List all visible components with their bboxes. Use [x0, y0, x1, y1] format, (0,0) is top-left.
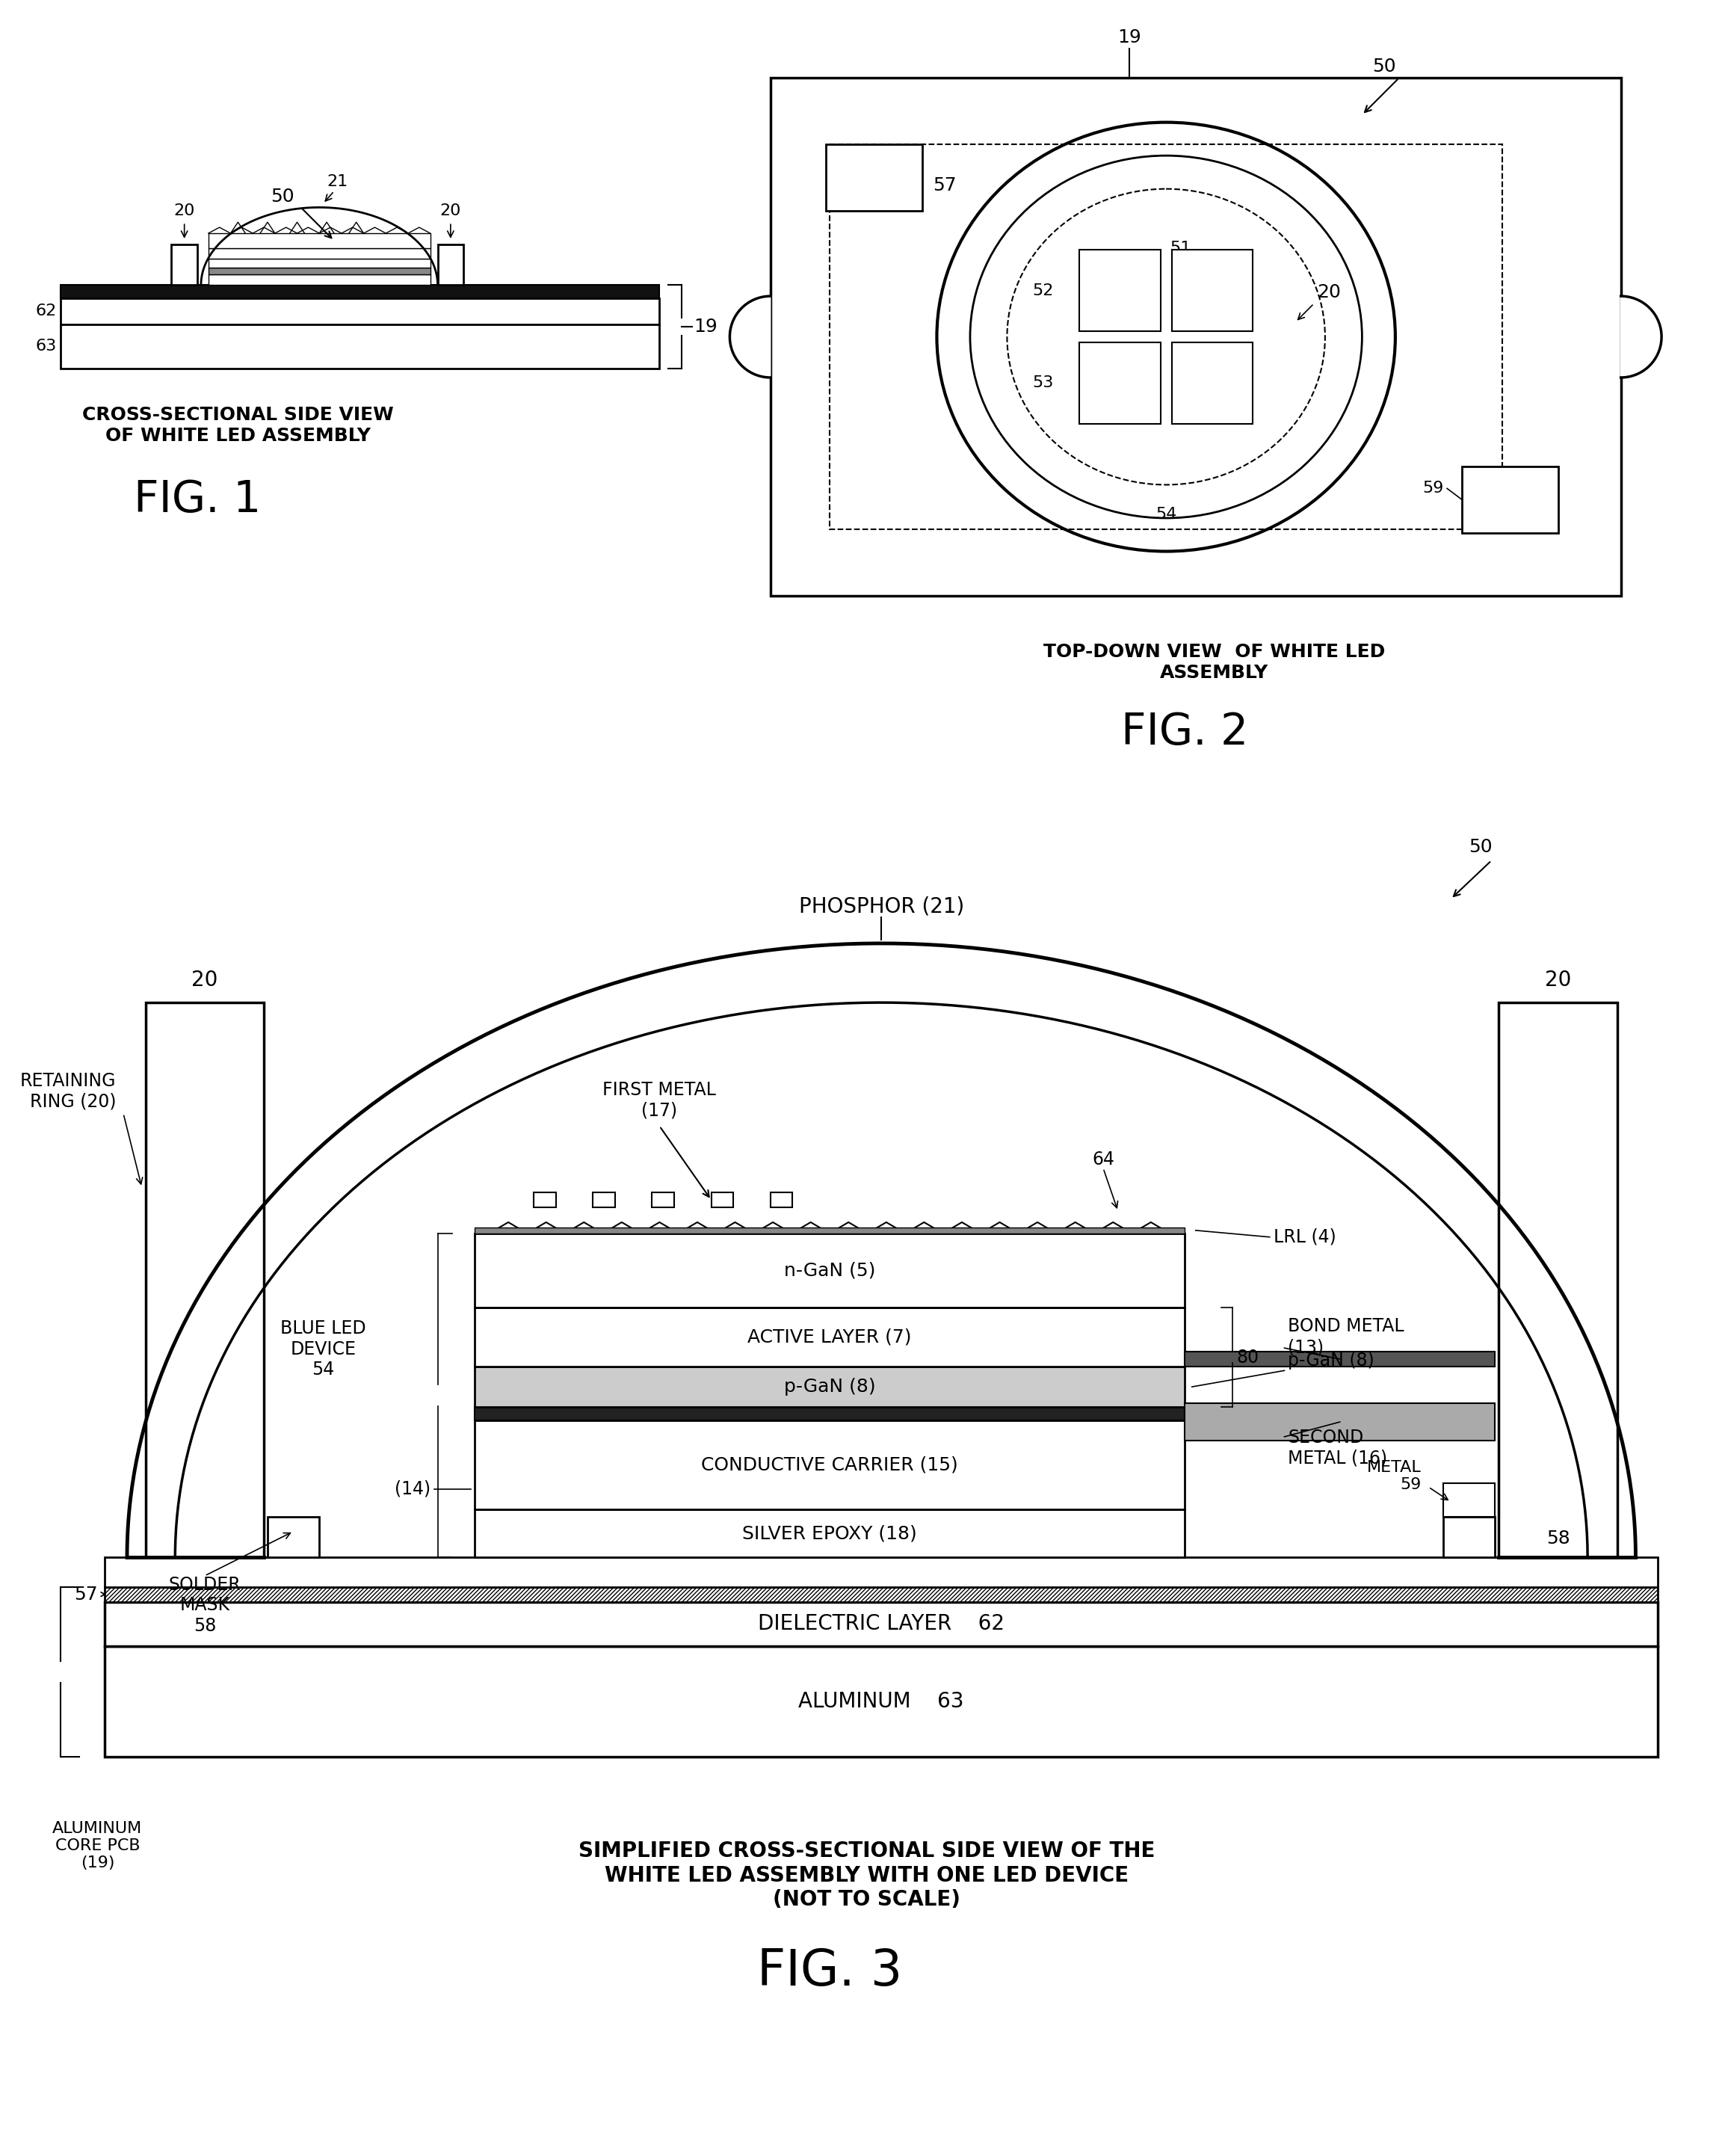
- Bar: [1185, 1352, 1496, 1367]
- Text: 53: 53: [1032, 375, 1054, 390]
- Bar: [1444, 1516, 1496, 1557]
- Bar: [711, 1192, 733, 1207]
- Bar: [1080, 343, 1161, 425]
- Text: ALUMINUM    63: ALUMINUM 63: [799, 1690, 964, 1712]
- Text: p-GaN (8): p-GaN (8): [1289, 1352, 1375, 1369]
- Bar: [771, 78, 1621, 595]
- Bar: [60, 298, 659, 323]
- Text: FIG. 2: FIG. 2: [1121, 711, 1249, 755]
- Text: TOP-DOWN VIEW  OF WHITE LED
ASSEMBLY: TOP-DOWN VIEW OF WHITE LED ASSEMBLY: [1044, 642, 1385, 681]
- Polygon shape: [730, 295, 771, 377]
- Text: 58: 58: [1546, 1531, 1570, 1548]
- Bar: [1444, 1483, 1496, 1516]
- Bar: [145, 1003, 264, 1557]
- Bar: [830, 144, 1502, 528]
- Text: 62: 62: [36, 304, 57, 319]
- Text: ACTIVE LAYER (7): ACTIVE LAYER (7): [747, 1328, 911, 1345]
- Bar: [209, 233, 430, 248]
- Bar: [474, 1421, 1185, 1509]
- Text: 19: 19: [1118, 28, 1140, 45]
- Text: DIELECTRIC LAYER    62: DIELECTRIC LAYER 62: [757, 1613, 1004, 1634]
- Bar: [1461, 466, 1558, 533]
- Bar: [171, 244, 197, 285]
- Text: 61: 61: [1497, 496, 1523, 517]
- Text: p-GaN (8): p-GaN (8): [783, 1378, 875, 1395]
- Text: LRL (4): LRL (4): [1273, 1229, 1335, 1246]
- Text: 21: 21: [328, 175, 348, 190]
- Bar: [105, 1587, 1658, 1602]
- Bar: [1171, 250, 1252, 332]
- Bar: [474, 1408, 1185, 1421]
- Text: 50: 50: [1373, 58, 1396, 75]
- Text: 64: 64: [1092, 1151, 1114, 1169]
- Text: PHOSPHOR (21): PHOSPHOR (21): [799, 897, 964, 916]
- Text: 57: 57: [74, 1585, 97, 1604]
- Text: 20: 20: [440, 203, 461, 218]
- Bar: [652, 1192, 674, 1207]
- Text: 20: 20: [174, 203, 195, 218]
- Text: SIMPLIFIED CROSS-SECTIONAL SIDE VIEW OF THE
WHITE LED ASSEMBLY WITH ONE LED DEVI: SIMPLIFIED CROSS-SECTIONAL SIDE VIEW OF …: [578, 1841, 1154, 1910]
- Bar: [105, 1602, 1658, 1645]
- Text: 52: 52: [1032, 282, 1054, 298]
- Text: 57: 57: [933, 177, 957, 194]
- Text: BLUE LED
DEVICE
54: BLUE LED DEVICE 54: [279, 1319, 366, 1380]
- Bar: [533, 1192, 555, 1207]
- Text: (14): (14): [395, 1479, 430, 1498]
- Text: RETAINING
RING (20): RETAINING RING (20): [21, 1072, 116, 1110]
- Bar: [826, 144, 923, 211]
- Text: n-GaN (5): n-GaN (5): [783, 1261, 875, 1279]
- Text: FIG. 1: FIG. 1: [133, 479, 260, 522]
- Text: 54: 54: [1156, 507, 1176, 522]
- Bar: [105, 1645, 1658, 1757]
- Bar: [474, 1233, 1185, 1307]
- Bar: [209, 248, 430, 259]
- Bar: [438, 244, 464, 285]
- Text: FIRST METAL
(17): FIRST METAL (17): [602, 1080, 716, 1119]
- Text: 20: 20: [1546, 970, 1571, 992]
- Text: CROSS-SECTIONAL SIDE VIEW
OF WHITE LED ASSEMBLY: CROSS-SECTIONAL SIDE VIEW OF WHITE LED A…: [83, 405, 393, 444]
- Bar: [771, 1192, 792, 1207]
- Bar: [474, 1227, 1185, 1233]
- Text: 20: 20: [1316, 282, 1340, 302]
- Text: SOLDER
MASK
58: SOLDER MASK 58: [169, 1576, 242, 1634]
- Bar: [474, 1307, 1185, 1367]
- Text: BOND METAL
(13): BOND METAL (13): [1289, 1317, 1404, 1356]
- Text: 20: 20: [191, 970, 217, 992]
- Text: METAL
59: METAL 59: [1366, 1460, 1421, 1492]
- Bar: [209, 267, 430, 274]
- Text: SECOND
METAL (16): SECOND METAL (16): [1289, 1429, 1387, 1468]
- Text: 60: 60: [861, 175, 887, 196]
- Bar: [1080, 250, 1161, 332]
- Text: 50: 50: [1468, 839, 1492, 856]
- Text: 80: 80: [1237, 1348, 1259, 1367]
- Bar: [267, 1516, 319, 1557]
- Text: 51: 51: [1170, 241, 1192, 257]
- Bar: [1171, 343, 1252, 425]
- Bar: [1499, 1003, 1616, 1557]
- Bar: [209, 274, 430, 285]
- Text: CONDUCTIVE CARRIER (15): CONDUCTIVE CARRIER (15): [700, 1455, 957, 1475]
- Polygon shape: [1622, 295, 1661, 377]
- Text: ALUMINUM
CORE PCB
(19): ALUMINUM CORE PCB (19): [52, 1822, 143, 1871]
- Bar: [593, 1192, 616, 1207]
- Bar: [474, 1509, 1185, 1557]
- Text: 59: 59: [1421, 481, 1444, 496]
- Text: 19: 19: [693, 317, 718, 336]
- Text: 63: 63: [36, 338, 57, 354]
- Bar: [105, 1557, 1658, 1587]
- Text: SILVER EPOXY (18): SILVER EPOXY (18): [742, 1524, 918, 1542]
- Bar: [474, 1367, 1185, 1408]
- Bar: [209, 259, 430, 267]
- Bar: [60, 323, 659, 369]
- Bar: [1185, 1404, 1496, 1440]
- Bar: [60, 285, 659, 298]
- Text: FIG. 3: FIG. 3: [757, 1947, 902, 1996]
- Text: 50: 50: [271, 188, 295, 205]
